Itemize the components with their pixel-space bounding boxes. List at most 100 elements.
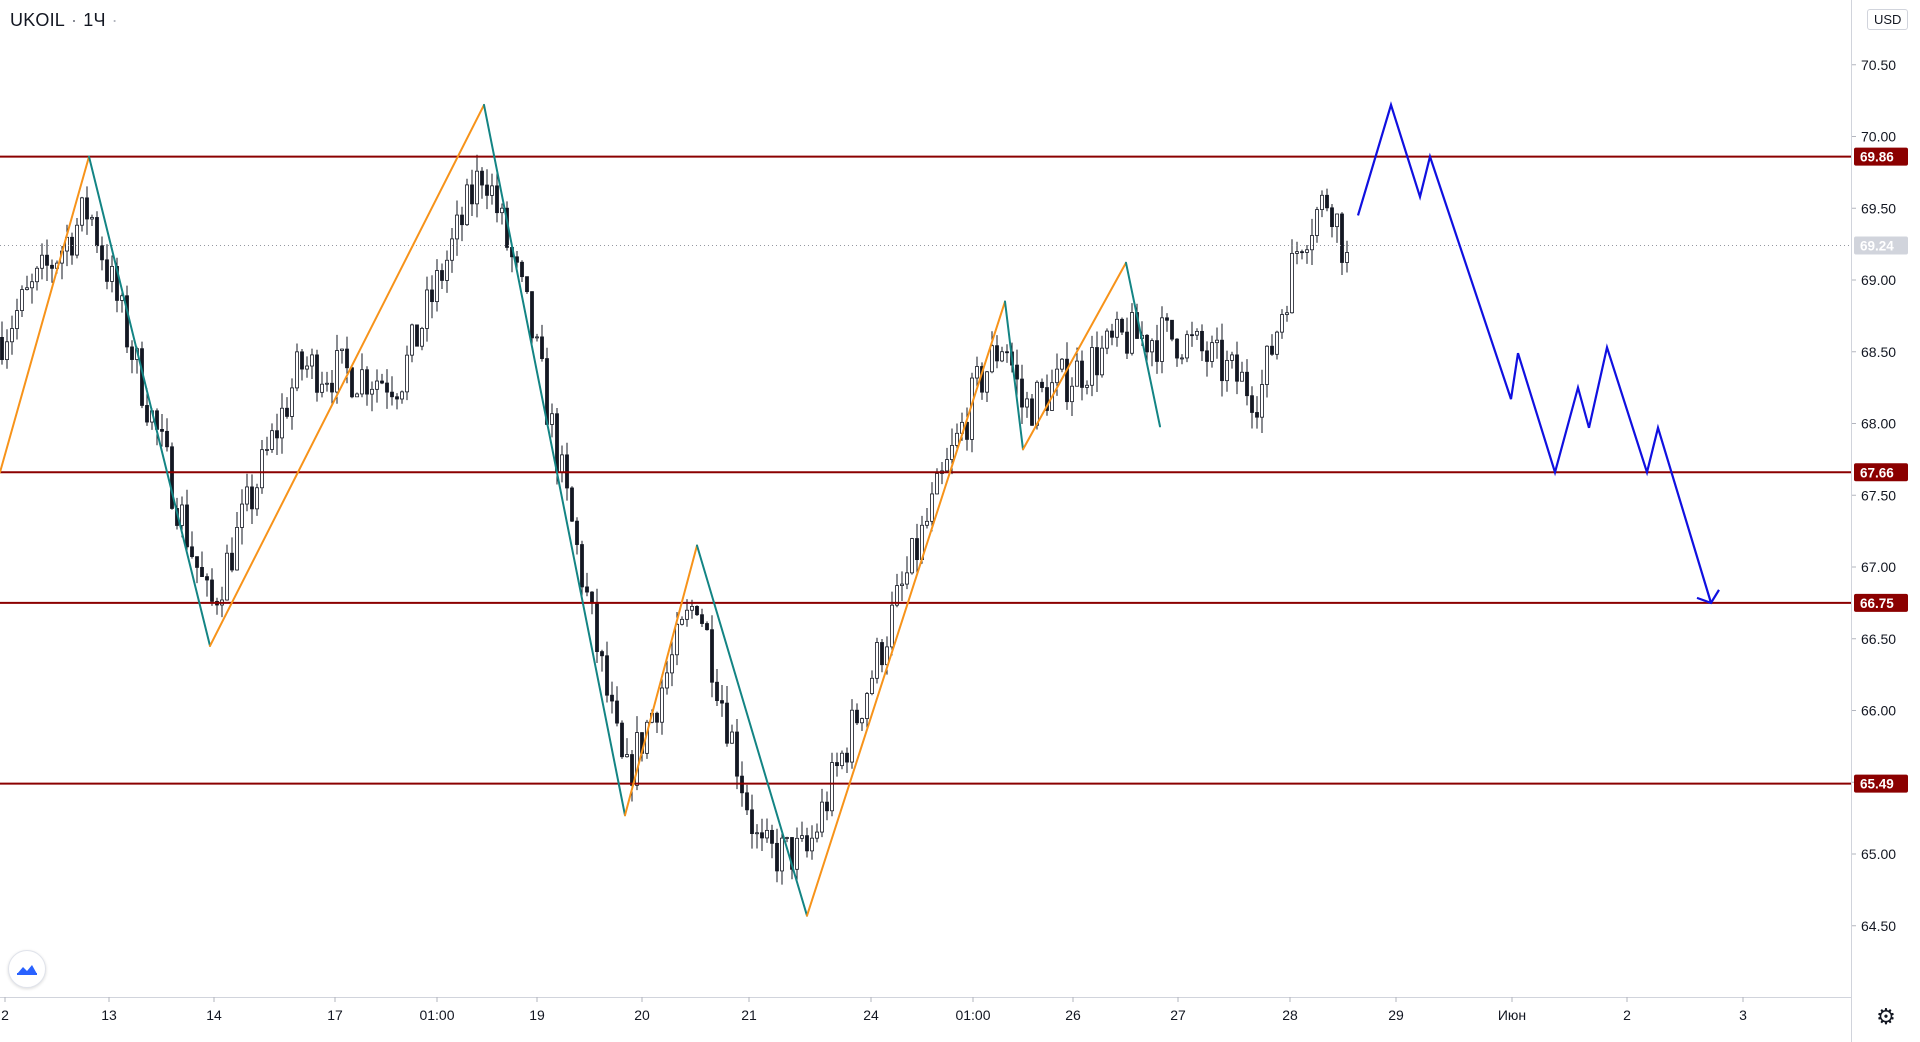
candle-body — [1145, 334, 1149, 353]
candle-body — [1280, 314, 1284, 333]
candle-body — [570, 487, 574, 522]
candle-body — [680, 618, 684, 625]
tradingview-logo-icon[interactable] — [8, 950, 46, 988]
candle-body — [300, 351, 304, 370]
candle-body — [825, 801, 829, 812]
price-tick-label: 69.00 — [1861, 272, 1896, 288]
candle-body — [165, 430, 169, 448]
candle-body — [685, 609, 689, 620]
candle-body — [1270, 345, 1274, 355]
candle-body — [725, 702, 729, 744]
candle-body — [785, 837, 789, 839]
interval-label: 1Ч — [83, 10, 106, 30]
candle-body — [550, 413, 554, 425]
candle-body — [410, 324, 414, 356]
candle-body — [1160, 317, 1164, 362]
candle-body — [1005, 351, 1009, 354]
candle-body — [630, 754, 634, 786]
candle-body — [660, 687, 664, 723]
candle-body — [245, 486, 249, 505]
candle-body — [190, 546, 194, 558]
candle-body — [460, 214, 464, 226]
candle-body — [790, 837, 794, 870]
candle-body — [1245, 371, 1249, 397]
candle-body — [250, 486, 254, 510]
currency-badge[interactable]: USD — [1867, 9, 1909, 30]
zigzag-up-segment[interactable] — [1022, 261, 1127, 451]
time-tick-label: 26 — [1065, 1007, 1081, 1023]
candle-body — [1235, 354, 1239, 382]
time-tick-label: 27 — [1170, 1007, 1186, 1023]
candle-body — [105, 259, 109, 282]
cloud-icon — [17, 965, 37, 975]
candle-body — [905, 572, 909, 585]
candle-body — [1110, 330, 1114, 338]
zigzag-up-segment[interactable] — [624, 544, 698, 817]
zigzag-down-segment[interactable] — [88, 155, 211, 647]
candle-body — [10, 328, 14, 343]
level-price-tag-text: 65.49 — [1860, 777, 1894, 792]
forecast-path[interactable] — [1356, 101, 1713, 604]
title-dot: · — [111, 10, 118, 30]
zigzag-down-segment[interactable] — [696, 544, 808, 917]
candle-body — [365, 369, 369, 395]
zigzag-down-segment[interactable] — [1125, 261, 1161, 428]
time-tick-label: 20 — [634, 1007, 650, 1023]
candle-body — [1030, 398, 1034, 426]
candle-body — [275, 430, 279, 439]
time-tick-label: 2 — [1, 1007, 9, 1023]
candle-body — [340, 348, 344, 351]
candle-body — [20, 289, 24, 311]
symbol-title[interactable]: UKOIL · 1Ч · — [10, 10, 118, 31]
zigzag-up-segment[interactable] — [0, 155, 90, 474]
zigzag-up-segment[interactable] — [806, 300, 1006, 917]
candle-body — [280, 407, 284, 439]
zigzag-down-segment[interactable] — [1004, 300, 1024, 451]
candle-body — [45, 254, 49, 266]
price-tick-label: 64.50 — [1861, 918, 1896, 934]
candle-body — [475, 170, 479, 205]
candle-body — [75, 224, 79, 256]
candle-body — [670, 654, 674, 674]
candle-body — [880, 642, 884, 666]
candle-body — [910, 538, 914, 574]
candle-body — [345, 348, 349, 369]
candle-body — [895, 585, 899, 606]
gear-icon[interactable]: ⚙ — [1876, 1004, 1896, 1029]
candle-body — [945, 459, 949, 472]
candle-body — [1195, 330, 1199, 336]
price-tags-layer: 69.24 69.86 67.66 66.75 65.49 — [1854, 147, 1908, 793]
zigzag-up-segment[interactable] — [209, 103, 485, 647]
candle-body — [420, 328, 424, 347]
candle-body — [1000, 351, 1004, 362]
candle-body — [730, 731, 734, 744]
candle-body — [40, 254, 44, 269]
candle-body — [5, 341, 9, 361]
candle-body — [800, 835, 804, 839]
candle-body — [1230, 354, 1234, 361]
candle-body — [985, 371, 989, 393]
forecast-path-layer — [1356, 101, 1720, 605]
candle-body — [1265, 345, 1269, 385]
candle-body — [615, 700, 619, 724]
price-tick-label: 67.00 — [1861, 559, 1896, 575]
candle-body — [815, 831, 819, 839]
candle-body — [620, 722, 624, 758]
candle-body — [1120, 318, 1124, 333]
price-tick-label: 68.50 — [1861, 344, 1896, 360]
candle-body — [1085, 384, 1089, 388]
candle-body — [30, 281, 34, 289]
candle-body — [840, 752, 844, 767]
zigzag-down-segment[interactable] — [483, 103, 626, 817]
time-tick-label: 01:00 — [419, 1007, 454, 1023]
candle-body — [450, 238, 454, 261]
candle-body — [270, 430, 274, 450]
candle-body — [85, 197, 89, 220]
candle-body — [355, 393, 359, 398]
candle-body — [265, 449, 269, 451]
candle-body — [315, 354, 319, 393]
candle-body — [385, 382, 389, 393]
level-price-tag-text: 67.66 — [1860, 465, 1894, 480]
